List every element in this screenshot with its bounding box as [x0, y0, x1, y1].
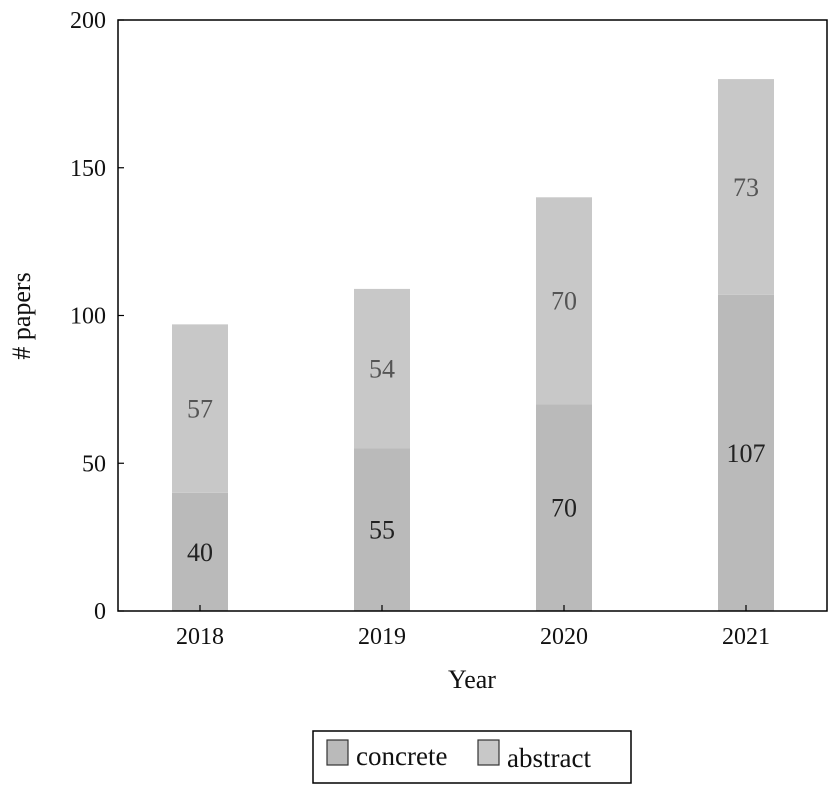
x-tick-label-2021: 2021: [722, 624, 770, 650]
x-tick-label-2018: 2018: [176, 624, 224, 650]
y-tick-label-200: 200: [70, 8, 106, 34]
data-label-abstract-2019: 54: [369, 355, 395, 384]
y-tick-label-100: 100: [70, 304, 106, 330]
y-tick-label-50: 50: [82, 451, 106, 477]
y-axis-title: # papers: [7, 272, 36, 359]
bar-concrete-2021: [718, 294, 774, 611]
data-label-abstract-2021: 73: [733, 173, 759, 202]
legend-swatch-abstract: [477, 739, 500, 766]
data-label-abstract-2018: 57: [187, 395, 213, 424]
bar-concrete-2020: [536, 404, 592, 611]
x-axis: 2018 2019 2020 2021: [176, 605, 770, 650]
y-tick-label-150: 150: [70, 156, 106, 182]
legend-label-abstract: abstract: [507, 743, 591, 773]
legend: concrete abstract: [312, 730, 632, 784]
bars-layer: [172, 79, 774, 611]
legend-box: [312, 730, 632, 784]
data-label-abstract-2020: 70: [551, 287, 577, 316]
x-axis-title: Year: [448, 665, 496, 694]
y-axis: 0 50 100 150 200: [70, 8, 124, 625]
x-tick-label-2019: 2019: [358, 624, 406, 650]
bar-abstract-2019: [354, 288, 410, 449]
x-tick-label-2020: 2020: [540, 624, 588, 650]
data-label-concrete-2020: 70: [551, 494, 577, 523]
data-label-concrete-2018: 40: [187, 538, 213, 567]
bar-abstract-2021: [718, 79, 774, 295]
bar-abstract-2020: [536, 197, 592, 405]
bar-concrete-2019: [354, 448, 410, 611]
data-label-concrete-2021: 107: [727, 439, 766, 468]
y-tick-label-0: 0: [94, 599, 106, 625]
data-label-concrete-2019: 55: [369, 516, 395, 545]
bar-abstract-2018: [172, 324, 228, 493]
bar-concrete-2018: [172, 492, 228, 611]
legend-swatch-concrete: [326, 739, 349, 766]
bar-labels-layer: 40 57 55 54 70 70 107 73: [187, 173, 766, 567]
legend-label-concrete: concrete: [356, 741, 447, 771]
